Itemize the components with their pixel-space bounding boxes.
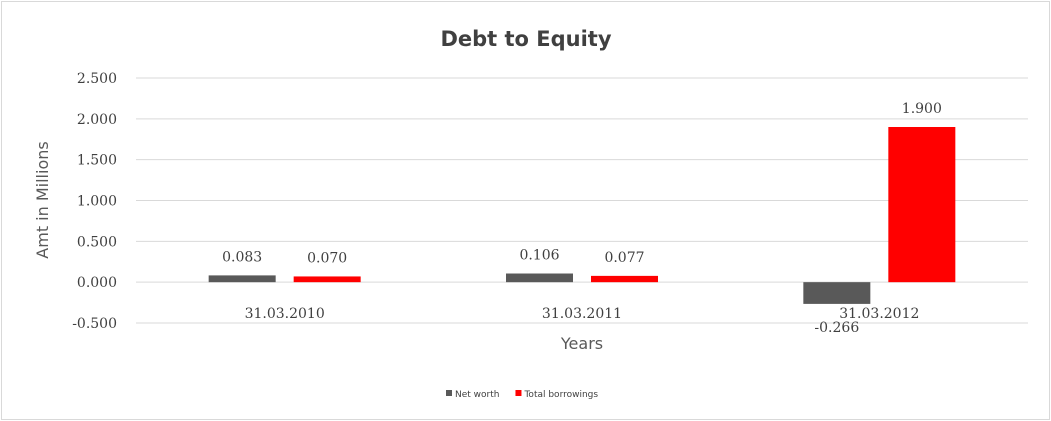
chart-title: Debt to Equity (440, 27, 611, 51)
y-tick-label: 1.000 (77, 194, 117, 210)
x-axis-label: Years (560, 334, 603, 353)
data-label: 1.900 (902, 101, 942, 117)
bar-total-borrowings (888, 127, 956, 283)
bar-total-borrowings (293, 276, 361, 283)
y-tick-label: 1.500 (77, 153, 117, 169)
y-axis-label: Amt in Millions (33, 141, 52, 258)
bar-net-worth (803, 282, 871, 304)
data-label: -0.266 (814, 320, 859, 336)
y-tick-label: 2.000 (77, 112, 117, 128)
x-tick-label: 31.03.2012 (839, 306, 919, 322)
x-tick-label: 31.03.2010 (245, 306, 325, 322)
data-label: 0.106 (519, 248, 559, 264)
x-tick-label: 31.03.2011 (542, 306, 622, 322)
legend-swatch (446, 390, 452, 396)
y-tick-label: 0.500 (77, 234, 117, 250)
y-tick-label: -0.500 (72, 316, 117, 332)
legend-label: Total borrowings (523, 390, 598, 400)
y-tick-label: 2.500 (77, 71, 117, 87)
y-tick-label: 0.000 (77, 275, 117, 291)
bar-net-worth (506, 273, 573, 283)
data-label: 0.077 (604, 250, 644, 266)
data-label: 0.070 (307, 250, 347, 266)
legend: Net worth Total borrowings (446, 390, 598, 400)
bar-net-worth (208, 275, 276, 283)
bar-total-borrowings (591, 275, 658, 283)
legend-swatch (515, 390, 522, 396)
data-label: 0.083 (222, 249, 262, 265)
legend-label: Net worth (455, 390, 499, 400)
